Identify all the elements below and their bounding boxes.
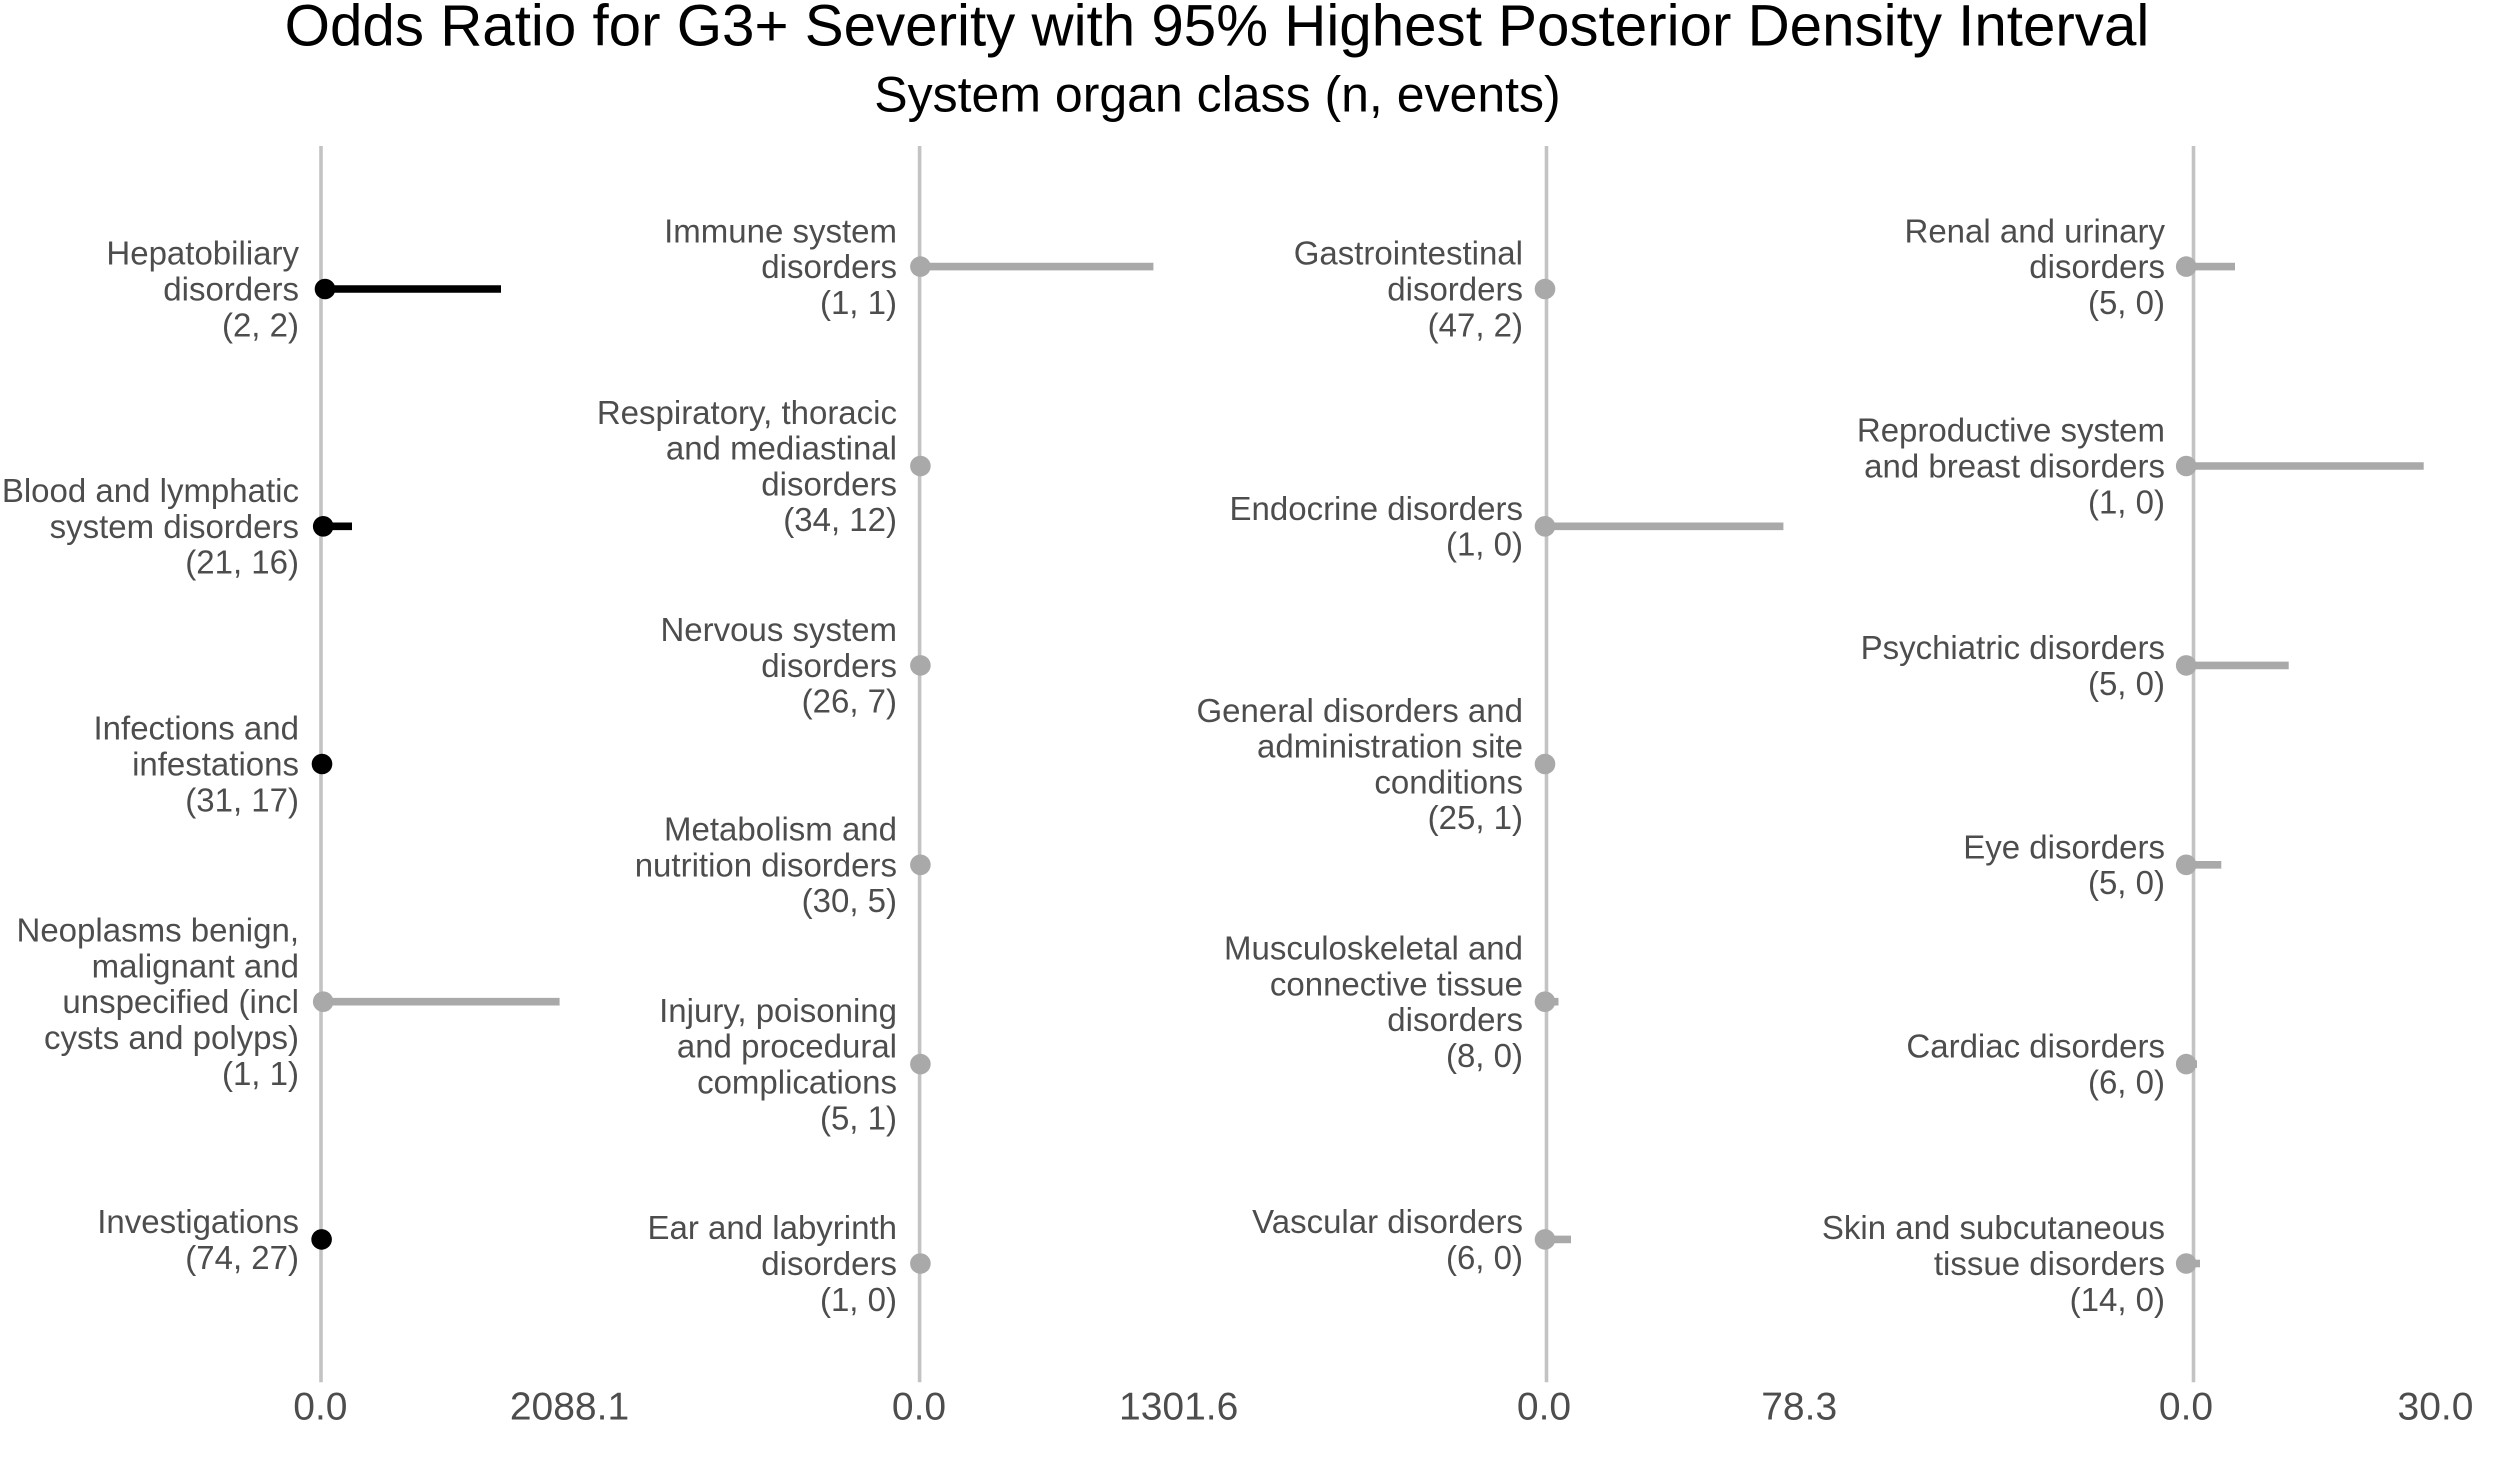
svg-text:Renal and urinary: Renal and urinary — [1905, 212, 2166, 249]
svg-text:Investigations: Investigations — [97, 1203, 299, 1240]
svg-text:Reproductive system: Reproductive system — [1857, 412, 2165, 449]
svg-text:disorders: disorders — [163, 271, 299, 308]
svg-text:System organ class (n, events): System organ class (n, events) — [874, 67, 1560, 123]
svg-text:tissue disorders: tissue disorders — [1934, 1245, 2165, 1282]
svg-text:Psychiatric disorders: Psychiatric disorders — [1861, 629, 2165, 666]
svg-text:(31, 17): (31, 17) — [185, 781, 299, 818]
svg-text:(5, 1): (5, 1) — [820, 1099, 897, 1136]
svg-text:(25, 1): (25, 1) — [1428, 799, 1523, 836]
svg-text:disorders: disorders — [1387, 271, 1523, 308]
svg-text:Infections and: Infections and — [94, 710, 299, 747]
svg-text:0.0: 0.0 — [1517, 1385, 1571, 1428]
svg-text:Endocrine disorders: Endocrine disorders — [1230, 490, 1524, 527]
svg-text:Immune system: Immune system — [664, 212, 897, 249]
svg-text:complications: complications — [697, 1064, 897, 1101]
svg-text:(21, 16): (21, 16) — [185, 544, 299, 581]
svg-text:cysts and polyps): cysts and polyps) — [44, 1019, 299, 1056]
svg-text:2088.1: 2088.1 — [510, 1385, 629, 1428]
svg-text:(2, 2): (2, 2) — [222, 306, 299, 343]
svg-text:(74, 27): (74, 27) — [185, 1239, 299, 1276]
svg-text:(8, 0): (8, 0) — [1446, 1037, 1523, 1074]
svg-text:General disorders and: General disorders and — [1196, 692, 1523, 729]
svg-text:(34, 12): (34, 12) — [783, 501, 897, 538]
svg-text:administration site: administration site — [1257, 728, 1523, 765]
svg-text:(1, 0): (1, 0) — [1446, 526, 1523, 563]
svg-text:unspecified (incl: unspecified (incl — [62, 983, 299, 1020]
svg-text:Gastrointestinal: Gastrointestinal — [1294, 235, 1523, 272]
svg-text:disorders: disorders — [1387, 1001, 1523, 1038]
svg-text:disorders: disorders — [761, 647, 897, 684]
svg-text:Hepatobiliary: Hepatobiliary — [106, 235, 299, 272]
svg-text:Skin and subcutaneous: Skin and subcutaneous — [1822, 1209, 2165, 1246]
svg-text:and mediastinal: and mediastinal — [666, 430, 897, 467]
svg-text:Respiratory, thoracic: Respiratory, thoracic — [597, 394, 897, 431]
svg-text:disorders: disorders — [761, 1245, 897, 1282]
svg-text:(26, 7): (26, 7) — [802, 683, 897, 720]
svg-text:Blood and lymphatic: Blood and lymphatic — [2, 472, 299, 509]
svg-text:0.0: 0.0 — [892, 1385, 946, 1428]
svg-text:(30, 5): (30, 5) — [802, 882, 897, 919]
svg-text:nutrition disorders: nutrition disorders — [635, 846, 897, 883]
svg-text:(1, 1): (1, 1) — [222, 1055, 299, 1092]
svg-text:78.3: 78.3 — [1761, 1385, 1837, 1428]
svg-text:(1, 1): (1, 1) — [820, 284, 897, 321]
svg-text:Metabolism and: Metabolism and — [664, 811, 897, 848]
svg-text:(6, 0): (6, 0) — [2088, 1064, 2165, 1101]
svg-text:30.0: 30.0 — [2398, 1385, 2474, 1428]
svg-text:Eye disorders: Eye disorders — [1963, 828, 2165, 865]
svg-text:(14, 0): (14, 0) — [2070, 1281, 2165, 1318]
svg-text:Ear and labyrinth: Ear and labyrinth — [648, 1209, 897, 1246]
svg-text:0.0: 0.0 — [293, 1385, 347, 1428]
svg-text:(1, 0): (1, 0) — [820, 1281, 897, 1318]
svg-text:(5, 0): (5, 0) — [2088, 284, 2165, 321]
svg-text:Odds Ratio for G3+ Severity wi: Odds Ratio for G3+ Severity with 95% Hig… — [285, 0, 2150, 59]
svg-text:0.0: 0.0 — [2159, 1385, 2213, 1428]
svg-text:Neoplasms benign,: Neoplasms benign, — [17, 912, 300, 949]
svg-text:disorders: disorders — [2029, 248, 2165, 285]
svg-text:(1, 0): (1, 0) — [2088, 483, 2165, 520]
svg-text:(5, 0): (5, 0) — [2088, 864, 2165, 901]
svg-text:(5, 0): (5, 0) — [2088, 665, 2165, 702]
svg-text:Nervous system: Nervous system — [660, 611, 897, 648]
svg-text:disorders: disorders — [761, 465, 897, 502]
svg-text:(47, 2): (47, 2) — [1428, 306, 1523, 343]
svg-text:disorders: disorders — [761, 248, 897, 285]
svg-text:and procedural: and procedural — [677, 1028, 897, 1065]
svg-text:and breast disorders: and breast disorders — [1864, 448, 2165, 485]
svg-text:(6, 0): (6, 0) — [1446, 1239, 1523, 1276]
svg-text:connective tissue: connective tissue — [1270, 965, 1523, 1002]
svg-text:Vascular disorders: Vascular disorders — [1252, 1203, 1523, 1240]
svg-text:1301.6: 1301.6 — [1119, 1385, 1238, 1428]
svg-text:conditions: conditions — [1374, 763, 1523, 800]
svg-text:Cardiac disorders: Cardiac disorders — [1906, 1028, 2165, 1065]
svg-text:Injury, poisoning: Injury, poisoning — [659, 992, 897, 1029]
svg-text:Musculoskeletal and: Musculoskeletal and — [1224, 930, 1523, 967]
svg-text:system disorders: system disorders — [50, 508, 299, 545]
svg-text:infestations: infestations — [132, 746, 299, 783]
svg-text:malignant and: malignant and — [92, 947, 299, 984]
